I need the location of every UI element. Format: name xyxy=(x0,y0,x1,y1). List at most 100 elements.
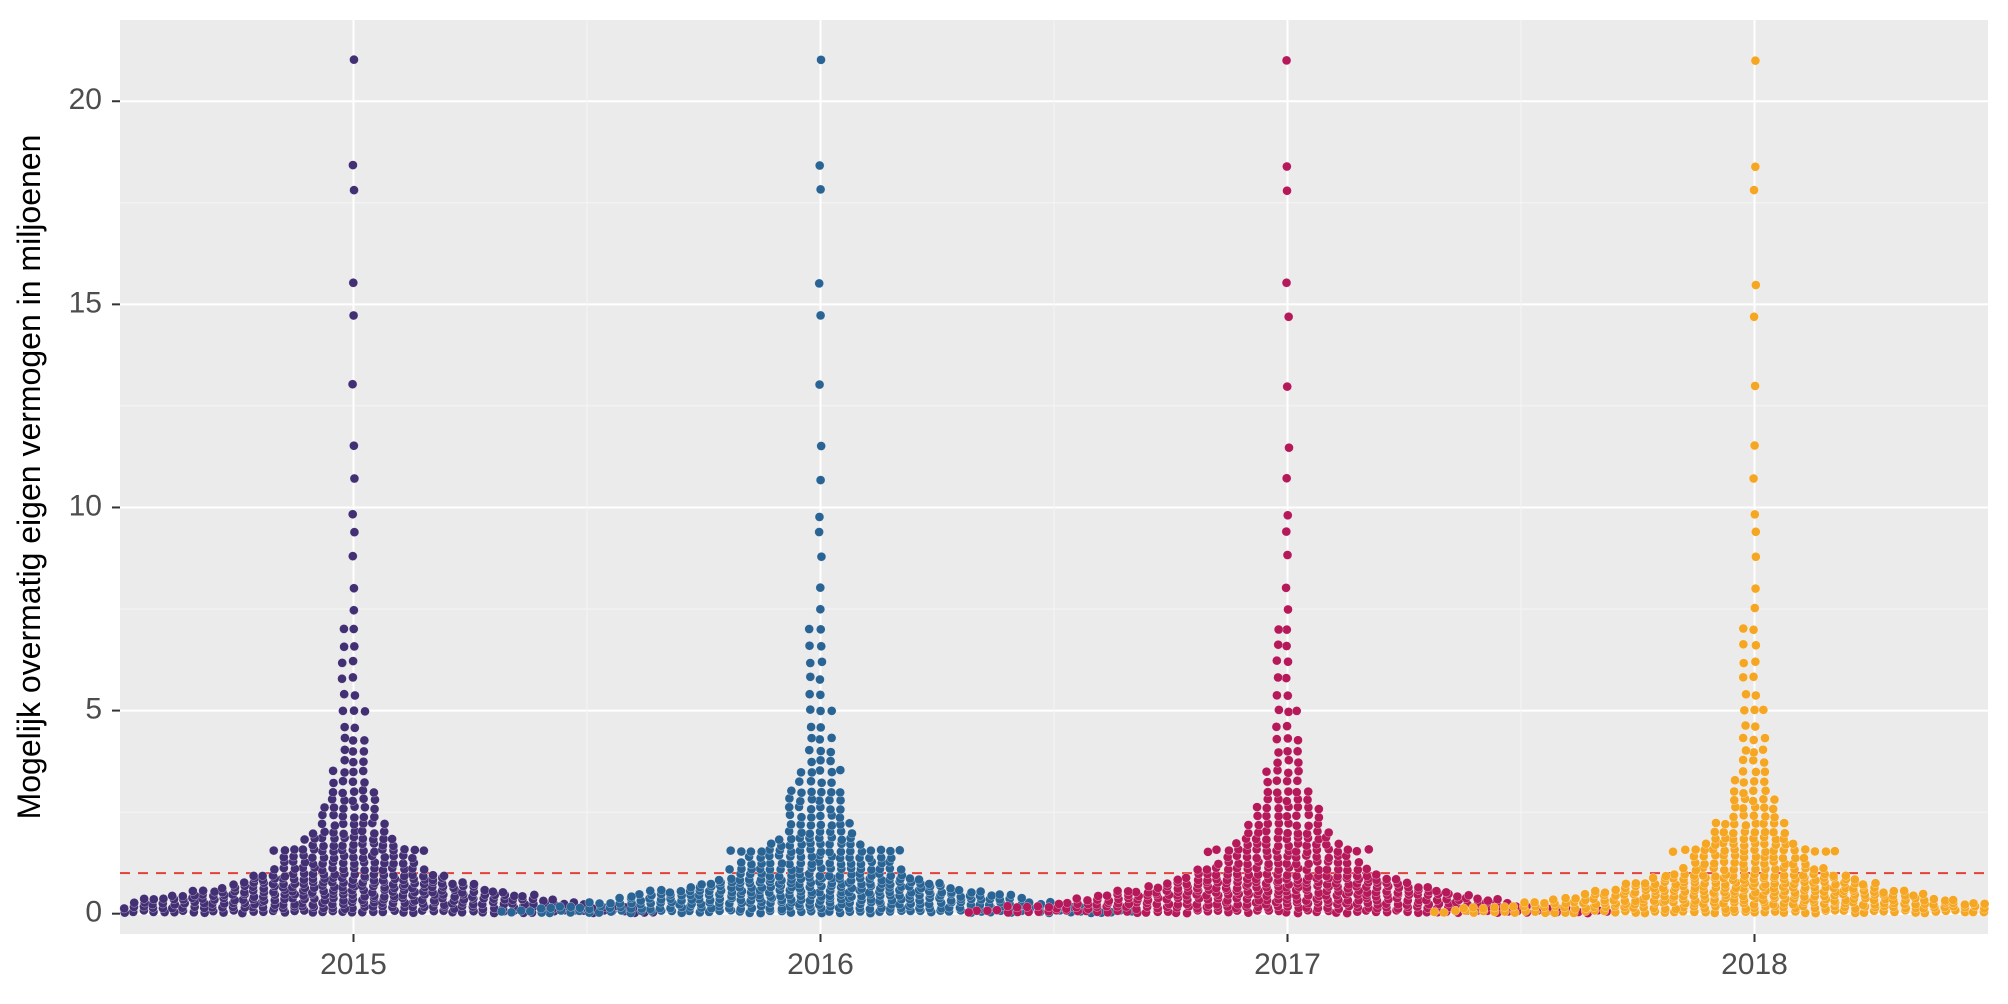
data-point xyxy=(350,723,359,732)
data-point xyxy=(1304,821,1313,830)
data-point xyxy=(1253,811,1262,820)
data-point xyxy=(546,903,555,912)
data-point xyxy=(816,811,825,820)
data-point xyxy=(1530,898,1539,907)
data-point xyxy=(1006,890,1015,899)
data-point xyxy=(1561,894,1570,903)
data-point xyxy=(1202,865,1211,874)
data-point xyxy=(329,766,338,775)
data-point xyxy=(1721,820,1730,829)
data-point xyxy=(1739,789,1748,798)
data-point xyxy=(1500,902,1509,911)
data-point xyxy=(1303,829,1312,838)
y-tick-label: 5 xyxy=(85,692,102,725)
swarm-chart: 051015202015201620172018Mogelijk overmat… xyxy=(0,0,2008,1004)
data-point xyxy=(290,845,299,854)
data-point xyxy=(526,907,535,916)
data-point xyxy=(340,756,349,765)
data-point xyxy=(349,55,358,64)
data-point xyxy=(537,904,546,913)
data-point xyxy=(1144,882,1153,891)
data-point xyxy=(1749,786,1758,795)
data-point xyxy=(615,894,624,903)
data-point xyxy=(470,880,479,889)
data-point xyxy=(1282,162,1291,171)
data-point xyxy=(785,794,794,803)
data-point xyxy=(807,758,816,767)
data-point xyxy=(320,827,329,836)
data-point xyxy=(1749,811,1758,820)
data-point xyxy=(836,788,845,797)
data-point xyxy=(1749,735,1758,744)
data-point xyxy=(983,906,992,915)
y-tick-label: 10 xyxy=(69,489,102,522)
data-point xyxy=(1789,839,1798,848)
data-point xyxy=(1293,736,1302,745)
data-point xyxy=(1283,734,1292,743)
data-point xyxy=(1013,903,1022,912)
data-point xyxy=(665,888,674,897)
data-point xyxy=(1821,847,1830,856)
data-point xyxy=(737,847,746,856)
data-point xyxy=(1173,875,1182,884)
data-point xyxy=(1354,858,1363,867)
data-point xyxy=(816,706,825,715)
data-point xyxy=(972,906,981,915)
data-point xyxy=(480,886,489,895)
data-point xyxy=(1730,776,1739,785)
y-tick-label: 20 xyxy=(69,83,102,116)
data-point xyxy=(1669,847,1678,856)
data-point xyxy=(1283,551,1292,560)
data-point xyxy=(1641,879,1650,888)
data-point xyxy=(318,819,327,828)
data-point xyxy=(1282,674,1291,683)
data-point xyxy=(348,796,357,805)
data-point xyxy=(987,891,996,900)
data-point xyxy=(826,748,835,757)
data-point xyxy=(807,805,816,814)
data-point xyxy=(507,908,516,917)
data-point xyxy=(349,625,358,634)
data-point xyxy=(1252,854,1261,863)
data-point xyxy=(1023,902,1032,911)
data-point xyxy=(1760,758,1769,767)
data-point xyxy=(1262,767,1271,776)
data-point xyxy=(1479,904,1488,913)
data-point xyxy=(1859,880,1868,889)
data-point xyxy=(1272,722,1281,731)
data-point xyxy=(805,746,814,755)
data-point xyxy=(1780,829,1789,838)
data-point xyxy=(1262,804,1271,813)
data-point xyxy=(785,803,794,812)
data-point xyxy=(178,892,187,901)
data-point xyxy=(369,788,378,797)
data-point xyxy=(1293,747,1302,756)
data-point xyxy=(1549,895,1558,904)
data-point xyxy=(1750,441,1759,450)
data-point xyxy=(1282,625,1291,634)
data-point xyxy=(1810,847,1819,856)
data-point xyxy=(1072,894,1081,903)
data-point xyxy=(816,820,825,829)
data-point xyxy=(1649,873,1658,882)
data-point xyxy=(946,884,955,893)
data-point xyxy=(897,865,906,874)
data-point xyxy=(1292,811,1301,820)
data-point xyxy=(816,723,825,732)
data-point xyxy=(1333,847,1342,856)
data-point xyxy=(816,476,825,485)
data-point xyxy=(320,803,329,812)
data-point xyxy=(815,161,824,170)
data-point xyxy=(817,778,826,787)
data-point xyxy=(518,892,527,901)
data-point xyxy=(517,906,526,915)
data-point xyxy=(340,768,349,777)
data-point xyxy=(797,768,806,777)
data-point xyxy=(816,756,825,765)
data-point xyxy=(1750,604,1759,613)
data-point xyxy=(340,733,349,742)
data-point xyxy=(1003,902,1012,911)
data-point xyxy=(826,757,835,766)
data-point xyxy=(359,766,368,775)
data-point xyxy=(1293,776,1302,785)
